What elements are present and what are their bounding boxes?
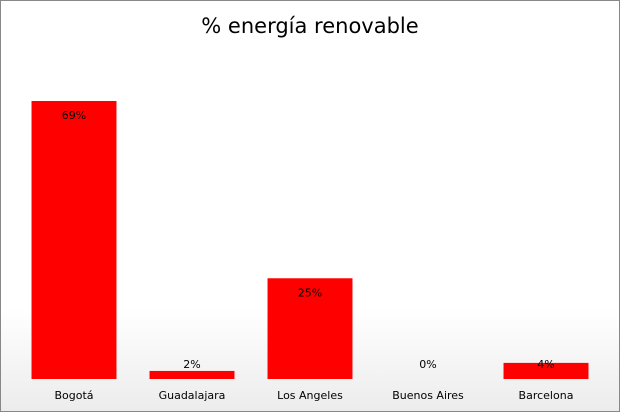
x-tick-label: Bogotá	[54, 389, 93, 402]
value-label: 69%	[62, 109, 86, 122]
chart-title: % energía renovable	[201, 14, 418, 38]
value-label: 25%	[298, 286, 322, 299]
x-tick-label: Buenos Aires	[392, 389, 464, 402]
x-tick-label: Los Angeles	[277, 389, 343, 402]
bar	[149, 370, 235, 379]
bar	[267, 278, 353, 379]
value-label: 0%	[419, 358, 436, 371]
x-tick-label: Guadalajara	[159, 389, 226, 402]
value-label: 4%	[537, 358, 554, 371]
bar	[503, 362, 589, 379]
x-tick-label: Barcelona	[519, 389, 574, 402]
bar	[31, 101, 117, 379]
value-label: 2%	[183, 358, 200, 371]
